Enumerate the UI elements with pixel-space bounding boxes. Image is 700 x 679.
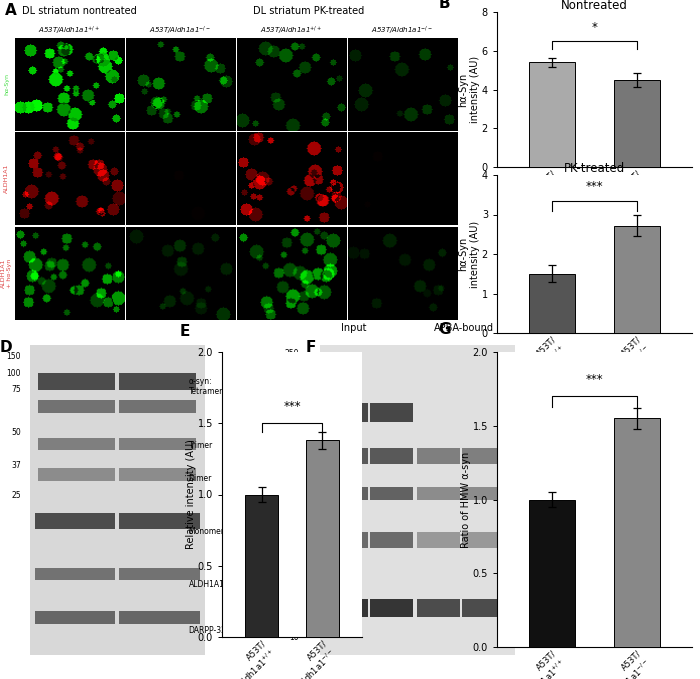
- Text: G: G: [438, 323, 451, 337]
- Text: Tetramer: Tetramer: [532, 454, 566, 463]
- Bar: [245, 494, 279, 637]
- Text: D: D: [0, 340, 13, 355]
- Text: DL striatum nontreated: DL striatum nontreated: [22, 5, 136, 16]
- Text: ALDH1A1: ALDH1A1: [4, 164, 9, 193]
- Text: 37: 37: [289, 468, 299, 477]
- Text: 20: 20: [289, 540, 299, 549]
- Text: α-syn:
Tetramer: α-syn: Tetramer: [188, 376, 223, 396]
- Text: 25: 25: [289, 507, 299, 516]
- Bar: [528, 274, 575, 333]
- Text: Input: Input: [342, 323, 367, 333]
- Text: 50: 50: [289, 435, 299, 443]
- Text: 50: 50: [11, 428, 21, 437]
- Text: 150: 150: [6, 352, 21, 361]
- Text: DARPP-32: DARPP-32: [188, 626, 227, 635]
- Text: E: E: [180, 323, 190, 339]
- Text: 37: 37: [11, 461, 21, 470]
- Text: B: B: [438, 0, 450, 12]
- Text: Monomer: Monomer: [532, 616, 568, 625]
- Text: Trimer: Trimer: [188, 441, 213, 450]
- Text: DL striatum PK-treated: DL striatum PK-treated: [253, 5, 364, 16]
- Text: Dimer: Dimer: [532, 543, 556, 553]
- Y-axis label: hα-Syn
intensity (AU): hα-Syn intensity (AU): [458, 56, 480, 123]
- Text: 75: 75: [11, 385, 21, 394]
- Text: ***: ***: [586, 373, 603, 386]
- Text: 15: 15: [289, 596, 299, 605]
- Text: Monomer: Monomer: [188, 527, 225, 536]
- Text: 100: 100: [284, 382, 299, 390]
- Text: 10: 10: [289, 633, 299, 642]
- Text: APBA-bound: APBA-bound: [434, 323, 494, 333]
- Title: PK-treated: PK-treated: [564, 162, 625, 175]
- Text: 25: 25: [11, 491, 21, 500]
- Bar: [614, 418, 660, 647]
- Bar: [528, 500, 575, 647]
- Y-axis label: Relative intensity (AU): Relative intensity (AU): [186, 439, 195, 549]
- Text: A53T/Aldh1a1$^{+/+}$: A53T/Aldh1a1$^{+/+}$: [260, 24, 322, 37]
- Bar: [528, 62, 575, 167]
- Title: Nontreated: Nontreated: [561, 0, 628, 12]
- Text: A53T/Aldh1a1$^{-/-}$: A53T/Aldh1a1$^{-/-}$: [149, 24, 211, 37]
- Text: A53T/Aldh1a1$^{-/-}$: A53T/Aldh1a1$^{-/-}$: [371, 24, 433, 37]
- Bar: [614, 225, 660, 333]
- Bar: [306, 441, 340, 637]
- Y-axis label: hα-Syn
intensity (AU): hα-Syn intensity (AU): [458, 221, 480, 288]
- Text: hα-Syn: hα-Syn: [4, 73, 9, 95]
- Text: *: *: [592, 21, 597, 34]
- Text: 75: 75: [289, 398, 299, 407]
- Text: ALDH1A1
+ hα-Syn: ALDH1A1 + hα-Syn: [1, 258, 12, 288]
- Text: 100: 100: [6, 369, 21, 378]
- Text: α-syn:
HMW: α-syn: HMW: [532, 403, 556, 422]
- Bar: [614, 80, 660, 167]
- Text: 250: 250: [284, 349, 299, 358]
- Text: 150: 150: [284, 365, 299, 374]
- Text: ALDH1A1: ALDH1A1: [188, 580, 225, 589]
- Y-axis label: Ratio of HMW α-syn: Ratio of HMW α-syn: [461, 452, 470, 548]
- Text: F: F: [306, 340, 316, 355]
- Text: A: A: [5, 3, 16, 18]
- Text: C: C: [438, 159, 449, 175]
- Text: A53T/Aldh1a1$^{+/+}$: A53T/Aldh1a1$^{+/+}$: [38, 24, 100, 37]
- Text: ***: ***: [586, 180, 603, 193]
- Text: Trimer: Trimer: [532, 494, 556, 503]
- Text: Dimer: Dimer: [188, 474, 212, 483]
- Text: ***: ***: [284, 401, 301, 414]
